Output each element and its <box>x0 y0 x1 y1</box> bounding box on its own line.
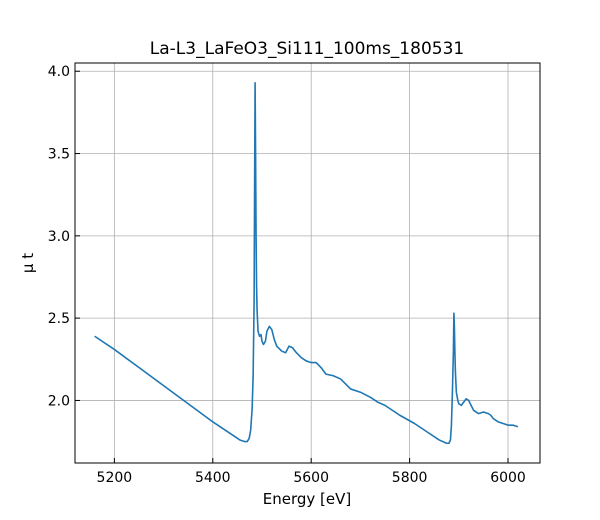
chart-title: La-L3_LaFeO3_Si111_100ms_180531 <box>150 39 464 59</box>
y-tick-label: 2.5 <box>48 311 70 327</box>
y-axis-label: μ t <box>19 253 37 273</box>
y-tick-label: 3.5 <box>48 147 70 163</box>
x-tick-label: 5800 <box>392 470 428 486</box>
x-tick-label: 5600 <box>293 470 329 486</box>
y-tick-label: 4.0 <box>48 64 70 80</box>
y-tick-label: 2.0 <box>48 393 70 409</box>
x-tick-label: 5200 <box>97 470 133 486</box>
x-axis-label: Energy [eV] <box>263 490 351 508</box>
plot-frame <box>74 62 541 464</box>
series-line <box>94 81 519 445</box>
grid <box>75 63 540 463</box>
y-tick-label: 3.0 <box>48 229 70 245</box>
series <box>94 81 519 445</box>
x-tick-label: 6000 <box>490 470 526 486</box>
ticks <box>75 70 509 463</box>
tick-labels: 5200 5400 5600 5800 6000 2.0 2.5 3.0 3.5 4.0 <box>48 64 526 486</box>
x-tick-label: 5400 <box>195 470 231 486</box>
